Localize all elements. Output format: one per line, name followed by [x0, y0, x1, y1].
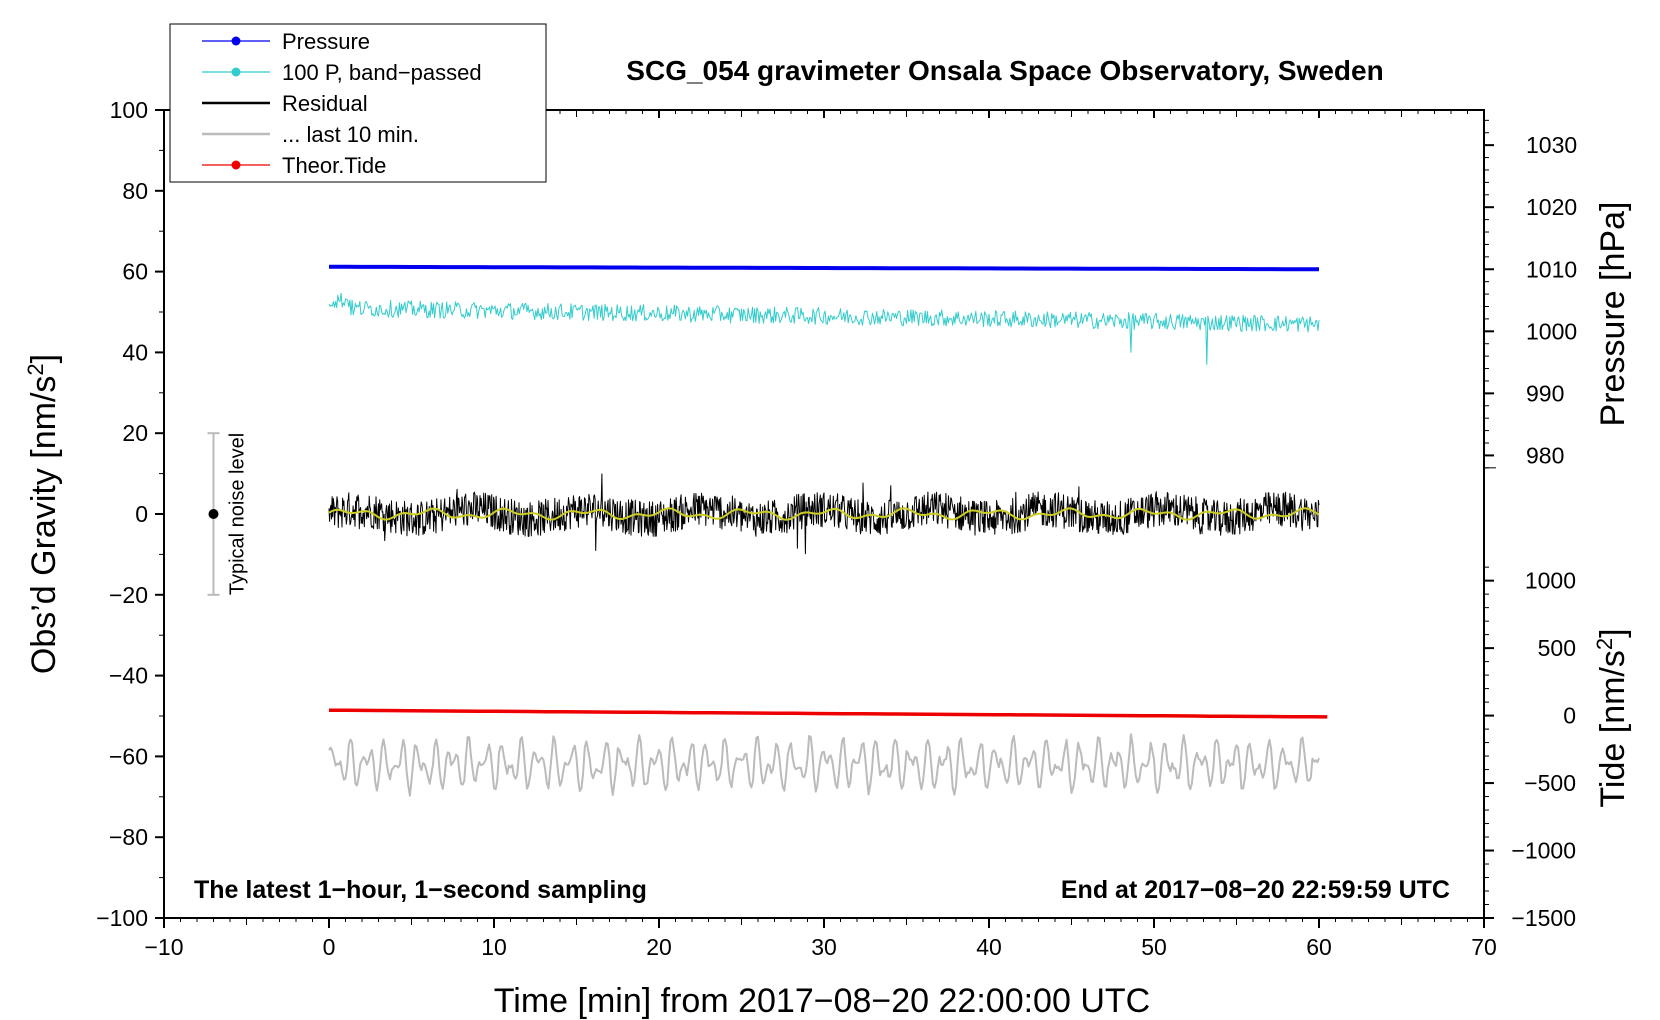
y-tick-label: 20	[122, 420, 148, 446]
y-axis-title-main: Obs’d Gravity [nm/s	[25, 376, 63, 675]
y-tick-label: −20	[109, 582, 148, 608]
y-tick-label: −80	[109, 824, 148, 850]
legend-label: Pressure	[282, 29, 370, 54]
pressure-tick-label: 980	[1526, 442, 1564, 468]
y-tick-label: 0	[135, 501, 148, 527]
pressure-tick-label: 1000	[1526, 318, 1577, 344]
tide-series-line	[328, 708, 1328, 719]
x-tick-label: 0	[323, 934, 336, 960]
tide-tick-label: −500	[1524, 770, 1576, 796]
pressure-series-line	[329, 264, 1320, 272]
noise-level-bar	[207, 432, 220, 596]
noise-bar-center-dot	[208, 509, 219, 519]
chart-title: SCG_054 gravimeter Onsala Space Observat…	[626, 55, 1383, 86]
tide-axis: −1500 −1000 −500 0 500 1000	[1484, 566, 1576, 931]
tide-tick-label: 1000	[1525, 568, 1576, 594]
legend-label: ... last 10 min.	[282, 122, 419, 147]
y-tick-label: −60	[109, 743, 148, 769]
tide-axis-title-main: Tide [nm/s	[1594, 650, 1632, 807]
y-tick-label: 80	[122, 178, 148, 204]
x-tick-label: 10	[481, 934, 507, 960]
x-tick-label: 40	[976, 934, 1002, 960]
y-axis-title-sup: 2	[23, 363, 48, 375]
x-tick-label: 30	[811, 934, 837, 960]
legend-marker	[231, 67, 241, 77]
y-tick-label: 100	[110, 97, 148, 123]
legend-label: 100 P, band−passed	[282, 60, 482, 85]
pressure-tick-label: 1020	[1526, 194, 1577, 220]
sampling-note: The latest 1−hour, 1−second sampling	[194, 876, 647, 904]
pressure-axis: 980 990 1000 1010 1020 1030	[1484, 119, 1577, 468]
x-axis-title: Time [min] from 2017−08−20 22:00:00 UTC	[494, 982, 1150, 1020]
y-axis-title-end: ]	[25, 354, 63, 363]
x-tick-label: −10	[144, 934, 183, 960]
tide-axis-title-end: ]	[1594, 628, 1632, 637]
legend-marker	[231, 36, 241, 46]
tide-axis-title: Tide [nm/s2]	[1592, 628, 1632, 807]
y-tick-label: −40	[109, 663, 148, 689]
tide-tick-label: −1500	[1511, 905, 1576, 931]
legend: Pressure 100 P, band−passed Residual ... la…	[169, 23, 547, 183]
y-tick-label: 60	[122, 259, 148, 285]
last-10-min-series-line	[328, 733, 1320, 797]
x-axis: −10 0 10 20 30 40 50 60 70	[144, 110, 1497, 960]
series-layer	[328, 264, 1328, 797]
legend-label: Theor.Tide	[282, 153, 386, 178]
pressure-tick-label: 1030	[1526, 132, 1577, 158]
tide-axis-title-sup: 2	[1592, 638, 1617, 650]
x-tick-label: 70	[1471, 934, 1497, 960]
x-tick-label: 60	[1306, 934, 1332, 960]
residual-series-line	[328, 473, 1320, 555]
noise-level-label: Typical noise level	[227, 433, 249, 595]
legend-label: Residual	[282, 91, 368, 116]
x-tick-label: 50	[1141, 934, 1167, 960]
tide-tick-label: 500	[1538, 635, 1576, 661]
tide-tick-label: 0	[1563, 703, 1576, 729]
pressure-tick-label: 990	[1526, 380, 1564, 406]
gravity-axis: −100 −80 −60 −40 −20 0 20 40 60 80 100	[96, 97, 164, 931]
legend-marker	[231, 160, 241, 170]
pressure-tick-label: 1010	[1526, 256, 1577, 282]
plot-area: Typical noise level The latest 1−hour, 1…	[163, 109, 1485, 919]
y-tick-label: 40	[122, 339, 148, 365]
tide-tick-label: −1000	[1511, 838, 1576, 864]
x-tick-label: 20	[646, 934, 672, 960]
pressure-axis-title: Pressure [hPa]	[1594, 202, 1632, 427]
band-passed-pressure-series-line	[328, 292, 1320, 365]
residual-smoothed-series-line	[328, 507, 1320, 521]
end-time-note: End at 2017−08−20 22:59:59 UTC	[1061, 876, 1450, 904]
y-axis-title: Obs’d Gravity [nm/s2]	[23, 354, 63, 674]
y-tick-label: −100	[96, 905, 148, 931]
